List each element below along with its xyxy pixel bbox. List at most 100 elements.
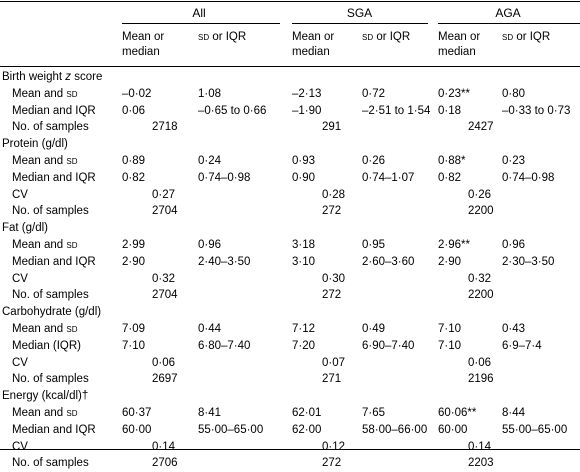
row-label: Mean and SD: [12, 406, 78, 419]
table-cell: 0·06: [152, 356, 176, 369]
table-row: Mean and SD –0·02 1·08 –2·13 0·72 0·23** 0·80: [0, 86, 580, 103]
table-cell: 0·80: [502, 87, 526, 100]
table-cell: 8·41: [198, 406, 222, 419]
table-cell: 271: [322, 373, 342, 386]
row-label: No. of samples: [12, 373, 89, 386]
section-row: Carbohydrate (g/dl): [0, 304, 580, 321]
table-cell: –0·65 to 0·66: [198, 104, 267, 117]
subheader-sd-sga: SD or IQR: [362, 31, 411, 43]
group-header-all: All: [192, 6, 206, 20]
table-row: Median (IQR) 7·10 6·80–7·40 7·20 6·90–7·40 7·…: [0, 338, 580, 355]
group-underline-aga: [438, 23, 580, 24]
table-cell: 0·12: [322, 440, 346, 453]
table-row: No. of samples 2697 271 2196: [0, 371, 580, 388]
table-cell: 6·9–7·4: [502, 339, 542, 352]
row-label: Median and IQR: [12, 171, 96, 184]
table-cell: 3·10: [292, 255, 316, 268]
table-cell: 0·72: [362, 87, 386, 100]
table-cell: 0·26: [468, 188, 492, 201]
table-cell: 2718: [152, 121, 178, 134]
table-cell: 0·95: [362, 238, 386, 251]
table-cell: 3·18: [292, 238, 316, 251]
row-label: No. of samples: [12, 205, 89, 218]
table-cell: 55·00–65·00: [198, 423, 264, 436]
table-row: Median and IQR 60·00 55·00–65·00 62·00 58·00…: [0, 422, 580, 439]
row-label: Mean and SD: [12, 238, 78, 251]
table-cell: 0·43: [502, 322, 526, 335]
table-cell: 0·14: [152, 440, 176, 453]
table-row: Mean and SD 2·99 0·96 3·18 0·95 2·96** 0·96: [0, 237, 580, 254]
table-cell: 2697: [152, 373, 178, 386]
table-cell: 291: [322, 121, 342, 134]
table-cell: 7·20: [292, 339, 316, 352]
row-label: CV: [12, 188, 28, 201]
table-cell: 8·44: [502, 406, 526, 419]
table-cell: 62·01: [292, 406, 322, 419]
table-body: Birth weight z score Mean and SD –0·02 1·08…: [0, 69, 580, 472]
table-cell: 7·65: [362, 406, 386, 419]
top-rule: [0, 1, 580, 2]
table-row: No. of samples 2706 272 2203: [0, 455, 580, 472]
table-row: Mean and SD 7·09 0·44 7·12 0·49 7·10 0·43: [0, 321, 580, 338]
table-cell: 0·06: [468, 356, 492, 369]
table-cell: 0·96: [198, 238, 222, 251]
table-cell: –2·51 to 1·54: [362, 104, 431, 117]
table-cell: 7·10: [122, 339, 146, 352]
row-label: No. of samples: [12, 289, 89, 302]
table-cell: 2704: [152, 205, 178, 218]
table-cell: 7·10: [438, 322, 462, 335]
table-cell: 2203: [468, 457, 494, 470]
table-cell: 0·90: [292, 171, 316, 184]
table-cell: 55·00–65·00: [502, 423, 568, 436]
table-cell: 6·80–7·40: [198, 339, 251, 352]
section-row: Protein (g/dl): [0, 136, 580, 153]
table-cell: 0·93: [292, 154, 316, 167]
table-cell: 2·30–3·50: [502, 255, 555, 268]
table-row: CV 0·14 0·12 0·14: [0, 439, 580, 456]
table-cell: 62·00: [292, 423, 322, 436]
row-label: Mean and SD: [12, 87, 78, 100]
table-cell: 1·08: [198, 87, 222, 100]
row-label: Fat (g/dl): [2, 222, 49, 235]
section-row: Birth weight z score: [0, 69, 580, 86]
table-cell: 0·06: [122, 104, 146, 117]
table-cell: 0·32: [468, 272, 492, 285]
table-cell: 58·00–66·00: [362, 423, 428, 436]
table-cell: 0·74–0·98: [198, 171, 251, 184]
table-cell: 0·82: [122, 171, 146, 184]
table-cell: 2·90: [438, 255, 462, 268]
table-cell: 272: [322, 457, 342, 470]
row-label: CV: [12, 272, 28, 285]
table-cell: 0·89: [122, 154, 146, 167]
data-table: Birth weight z score Mean and SD –0·02 1·08…: [0, 69, 580, 472]
group-header-aga: AGA: [495, 6, 521, 20]
table-cell: 0·26: [362, 154, 386, 167]
row-label: Birth weight z score: [2, 71, 103, 83]
section-row: Fat (g/dl): [0, 220, 580, 237]
table-cell: 2704: [152, 289, 178, 302]
table-row: CV 0·06 0·07 0·06: [0, 355, 580, 372]
table-cell: 2200: [468, 205, 494, 218]
row-label: Median and IQR: [12, 255, 96, 268]
table-cell: –0·33 to 0·73: [502, 104, 571, 117]
table-row: No. of samples 2704 272 2200: [0, 287, 580, 304]
table-cell: 0·96: [502, 238, 526, 251]
row-label: CV: [12, 440, 28, 453]
table-row: CV 0·27 0·28 0·26: [0, 187, 580, 204]
table-cell: 2196: [468, 373, 494, 386]
table-cell: 0·28: [322, 188, 346, 201]
row-label: Median (IQR): [12, 339, 82, 352]
table-cell: 0·07: [322, 356, 346, 369]
table-cell: 0·27: [152, 188, 176, 201]
table-cell: 2200: [468, 289, 494, 302]
table-cell: 2·96**: [438, 238, 470, 251]
table-cell: 2·99: [122, 238, 146, 251]
subheader-mean-sga: Mean or median: [292, 31, 335, 58]
table-cell: –2·13: [292, 87, 322, 100]
table-row: Median and IQR 2·90 2·40–3·50 3·10 2·60–3·60…: [0, 254, 580, 271]
row-label: Protein (g/dl): [2, 138, 68, 151]
row-label: Median and IQR: [12, 104, 96, 117]
table-row: No. of samples 2704 272 2200: [0, 203, 580, 220]
table-cell: 0·24: [198, 154, 222, 167]
row-label: CV: [12, 356, 28, 369]
